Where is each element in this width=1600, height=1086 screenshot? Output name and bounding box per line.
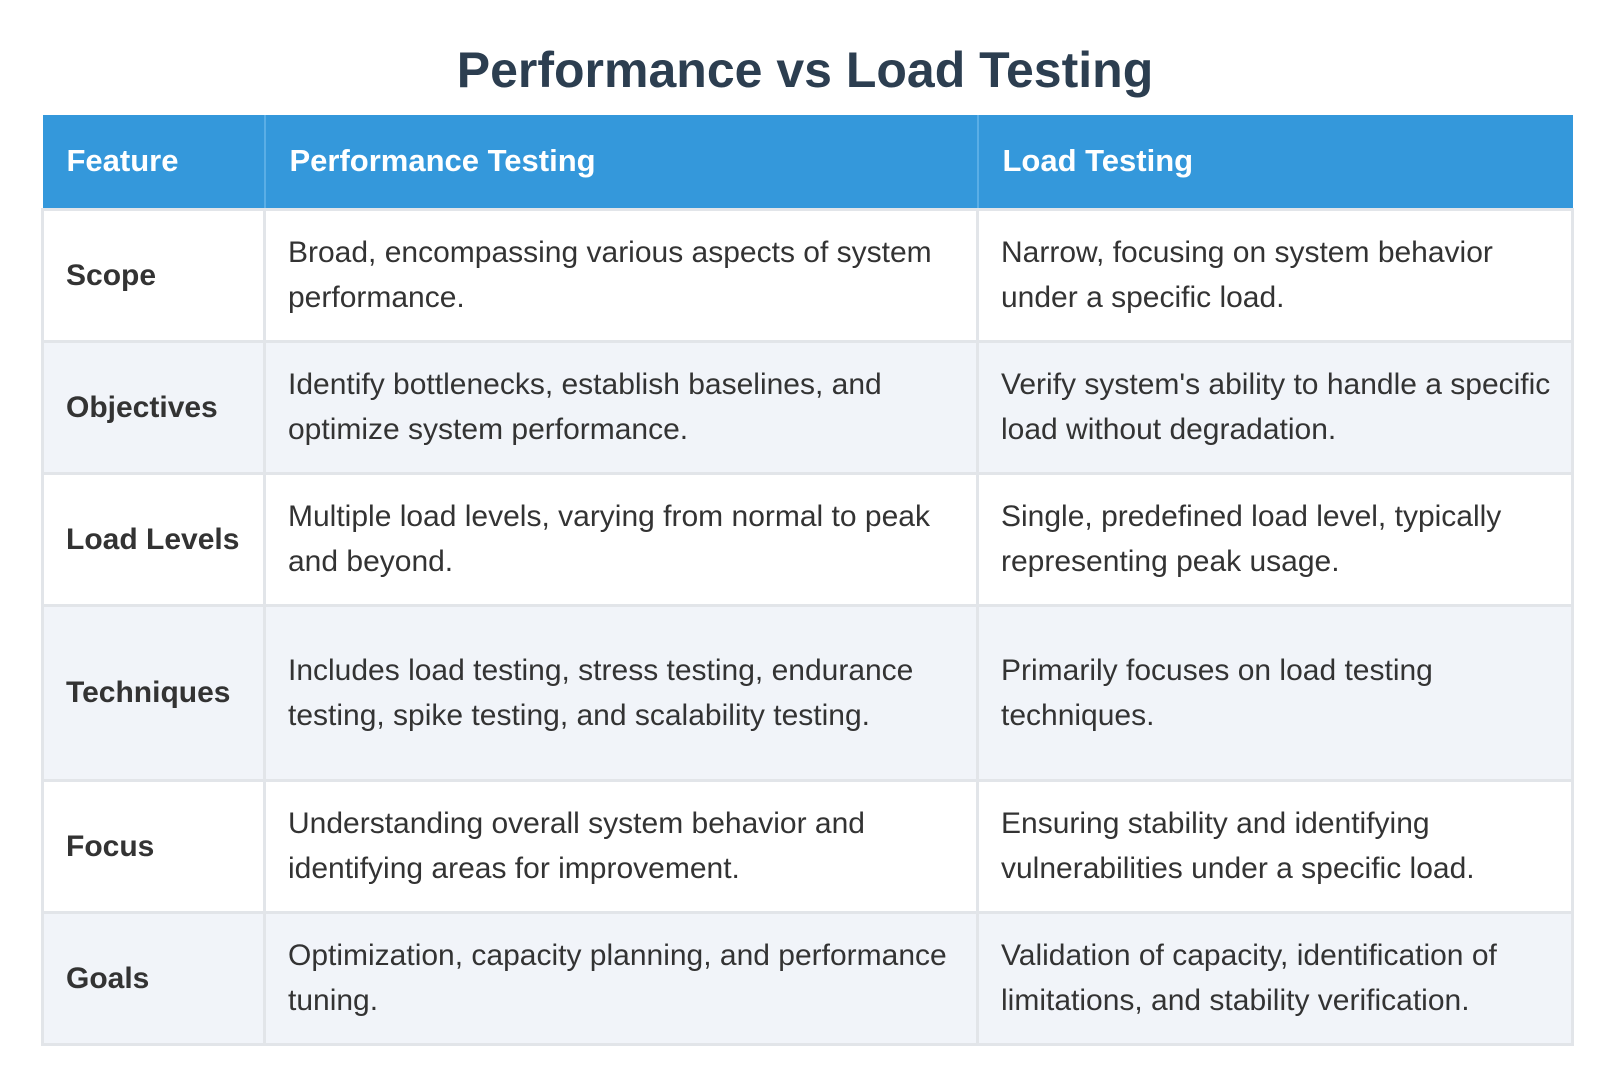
performance-cell: Multiple load levels, varying from norma… (263, 471, 979, 607)
header-feature: Feature (42, 115, 266, 209)
page-title: Performance vs Load Testing (456, 42, 1154, 98)
feature-cell: Scope (41, 207, 266, 343)
header-performance-testing: Performance Testing (264, 115, 979, 209)
load-cell: Verify system's ability to handle a spec… (976, 339, 1574, 475)
performance-cell: Identify bottlenecks, establish baseline… (263, 339, 979, 475)
comparison-table: Feature Performance Testing Load Testing… (41, 115, 1574, 1046)
feature-cell: Goals (41, 910, 266, 1046)
performance-cell: Understanding overall system behavior an… (263, 778, 979, 914)
feature-cell: Objectives (41, 339, 266, 475)
load-cell: Narrow, focusing on system behavior unde… (976, 207, 1574, 343)
feature-cell: Load Levels (41, 471, 266, 607)
load-cell: Ensuring stability and identifying vulne… (976, 778, 1574, 914)
table-row: Scope Broad, encompassing various aspect… (41, 207, 1574, 343)
feature-cell: Techniques (41, 603, 266, 782)
table-row: Load Levels Multiple load levels, varyin… (41, 471, 1574, 607)
table-row: Focus Understanding overall system behav… (41, 778, 1574, 914)
load-cell: Primarily focuses on load testing techni… (976, 603, 1574, 782)
feature-cell: Focus (41, 778, 266, 914)
performance-cell: Optimization, capacity planning, and per… (263, 910, 979, 1046)
table-row: Goals Optimization, capacity planning, a… (41, 910, 1574, 1046)
load-cell: Single, predefined load level, typically… (976, 471, 1574, 607)
table-header: Feature Performance Testing Load Testing (42, 115, 1573, 209)
load-cell: Validation of capacity, identification o… (976, 910, 1574, 1046)
performance-cell: Broad, encompassing various aspects of s… (263, 207, 979, 343)
header-row: Feature Performance Testing Load Testing (42, 115, 1573, 209)
header-load-testing: Load Testing (977, 115, 1573, 209)
table-body: Scope Broad, encompassing various aspect… (41, 207, 1574, 1046)
performance-cell: Includes load testing, stress testing, e… (263, 603, 979, 782)
table-row: Objectives Identify bottlenecks, establi… (41, 339, 1574, 475)
table-row: Techniques Includes load testing, stress… (41, 603, 1574, 782)
